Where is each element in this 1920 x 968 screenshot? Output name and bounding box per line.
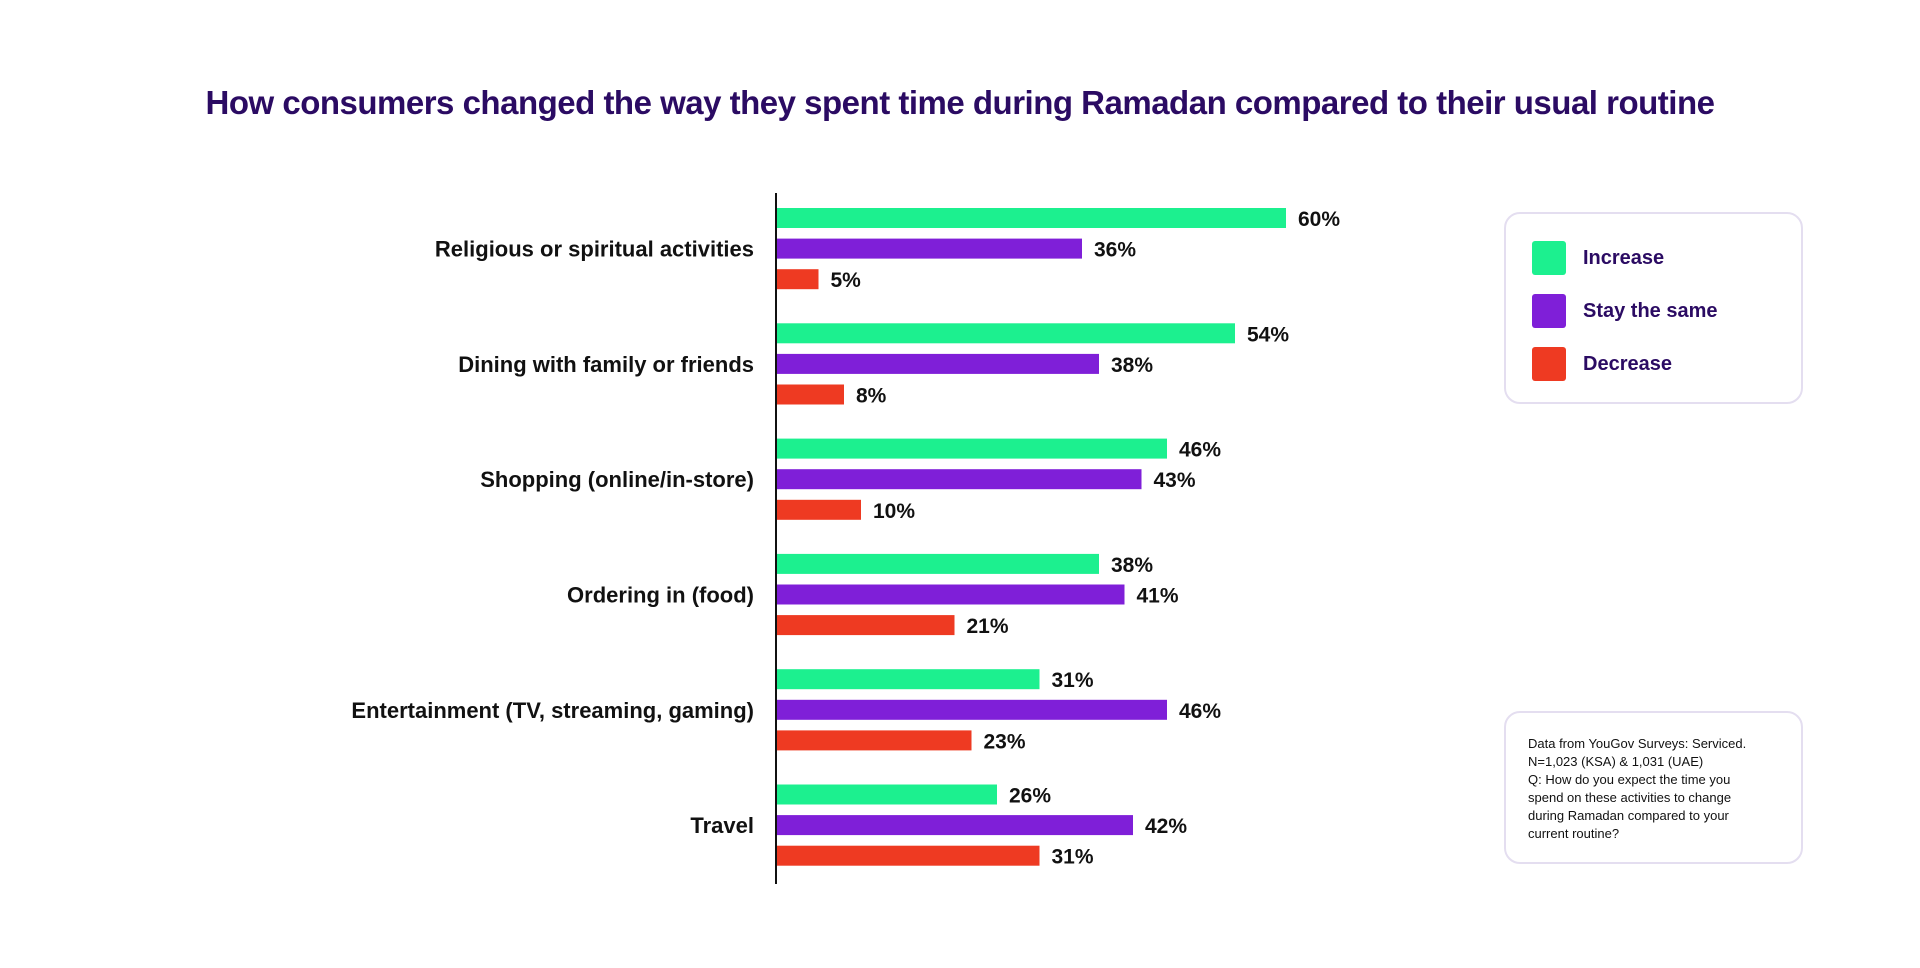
bar-stay-the-same xyxy=(776,238,1082,259)
note-line: Q: How do you expect the time you xyxy=(1528,772,1731,787)
bar-stay-the-same xyxy=(776,353,1099,374)
data-label: 41% xyxy=(1137,585,1179,608)
data-label: 5% xyxy=(831,269,862,292)
bar-decrease xyxy=(776,845,1040,866)
data-label: 54% xyxy=(1247,323,1289,346)
data-label: 42% xyxy=(1145,815,1187,838)
bar-increase xyxy=(776,323,1235,344)
legend-swatch-stay-the-same xyxy=(1532,294,1566,328)
data-label: 38% xyxy=(1111,554,1153,577)
data-label: 46% xyxy=(1179,439,1221,462)
data-label: 23% xyxy=(984,730,1026,753)
legend: Increase Stay the same Decrease xyxy=(1504,212,1803,404)
bar-increase xyxy=(776,784,997,805)
note-line: Data from YouGov Surveys: Serviced. xyxy=(1528,736,1747,751)
category-label: Dining with family or friends xyxy=(458,352,754,377)
data-label: 38% xyxy=(1111,354,1153,377)
bar-decrease xyxy=(776,730,972,751)
category-label: Travel xyxy=(690,813,754,838)
legend-label: Decrease xyxy=(1583,352,1672,375)
legend-item-stay-the-same: Stay the same xyxy=(1532,294,1718,328)
data-label: 36% xyxy=(1094,239,1136,262)
data-label: 21% xyxy=(967,615,1009,638)
category-label: Shopping (online/in-store) xyxy=(480,467,754,492)
data-label: 43% xyxy=(1154,469,1196,492)
bar-increase xyxy=(776,553,1099,574)
note-line: N=1,023 (KSA) & 1,031 (UAE) xyxy=(1528,754,1704,769)
category-label: Religious or spiritual activities xyxy=(435,237,754,262)
data-label: 31% xyxy=(1052,669,1094,692)
data-label: 46% xyxy=(1179,700,1221,723)
bar-increase xyxy=(776,438,1167,459)
data-label: 31% xyxy=(1052,846,1094,869)
chart-title: How consumers changed the way they spent… xyxy=(205,84,1715,121)
legend-swatch-increase xyxy=(1532,241,1566,275)
legend-swatch-decrease xyxy=(1532,347,1566,381)
bar-decrease xyxy=(776,384,844,405)
data-label: 10% xyxy=(873,500,915,523)
legend-label: Increase xyxy=(1583,246,1665,269)
category-label: Ordering in (food) xyxy=(567,583,754,608)
category-label: Entertainment (TV, streaming, gaming) xyxy=(351,698,754,723)
note-line: spend on these activities to change xyxy=(1528,790,1732,805)
data-label: 8% xyxy=(856,385,887,408)
legend-label: Stay the same xyxy=(1583,299,1718,322)
bar-decrease xyxy=(776,269,819,290)
note-line: current routine? xyxy=(1528,826,1620,841)
bar-decrease xyxy=(776,615,955,636)
data-label: 26% xyxy=(1009,785,1051,808)
legend-item-decrease: Decrease xyxy=(1532,347,1672,381)
bar-increase xyxy=(776,208,1286,228)
bar-stay-the-same xyxy=(776,469,1142,490)
bar-stay-the-same xyxy=(776,699,1167,720)
legend-item-increase: Increase xyxy=(1532,241,1664,275)
source-note: Data from YouGov Surveys: Serviced. N=1,… xyxy=(1504,711,1803,864)
bar-increase xyxy=(776,669,1040,690)
bar-stay-the-same xyxy=(776,584,1125,605)
bar-stay-the-same xyxy=(776,815,1133,836)
note-line: during Ramadan compared to your xyxy=(1528,808,1729,823)
bar-decrease xyxy=(776,499,861,520)
data-label: 60% xyxy=(1298,208,1340,231)
